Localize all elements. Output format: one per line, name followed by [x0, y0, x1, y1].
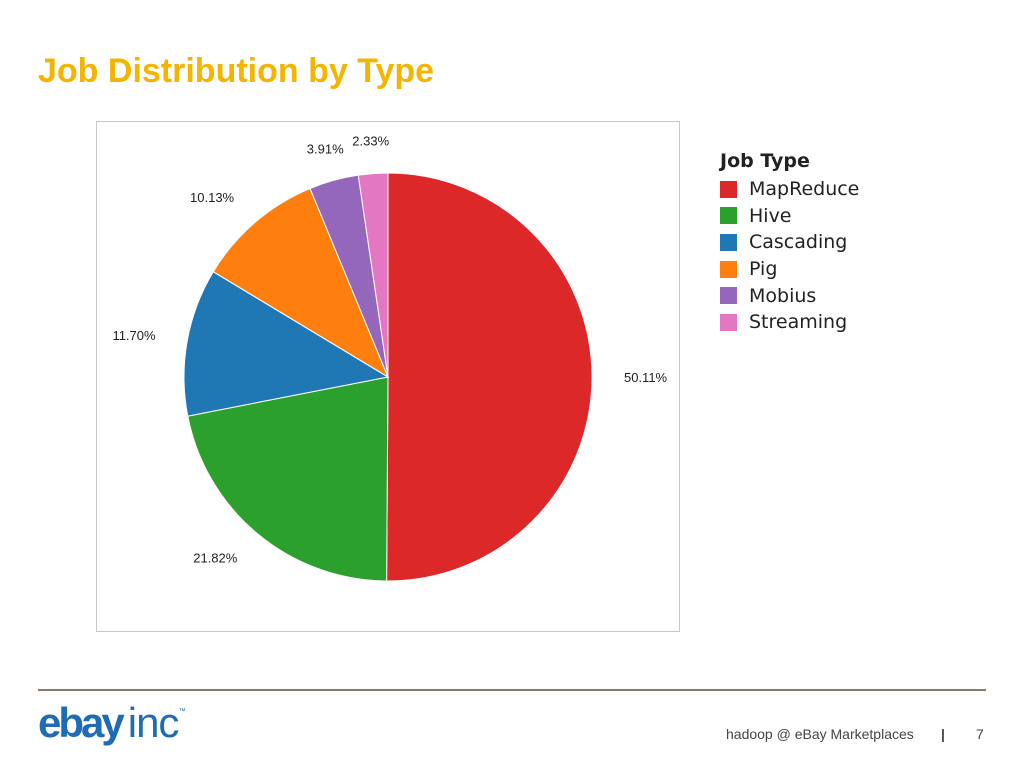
legend-item-mapreduce: MapReduce	[720, 176, 859, 203]
legend-item-streaming: Streaming	[720, 309, 859, 336]
legend-item-pig: Pig	[720, 256, 859, 283]
legend-label: Cascading	[749, 231, 848, 254]
pie-slice-hive	[187, 376, 389, 582]
legend-swatch	[720, 207, 737, 225]
slice-label-mobius: 3.91%	[307, 142, 344, 157]
pie-slice-cascading	[183, 271, 390, 417]
legend-label: Mobius	[749, 284, 817, 307]
legend-swatch	[720, 233, 737, 251]
slide-title: Job Distribution by Type	[38, 52, 435, 90]
legend-label: Hive	[749, 204, 792, 227]
logo-trademark: ™	[178, 708, 186, 715]
logo-ebay-text: ebay	[38, 699, 125, 746]
slice-label-streaming: 2.33%	[352, 134, 389, 149]
slice-label-mapreduce: 50.11%	[624, 370, 668, 385]
pie-slice-pig	[212, 187, 390, 379]
legend-label: Streaming	[749, 311, 848, 334]
slice-label-cascading: 11.70%	[112, 328, 156, 343]
pie-slice-streaming	[357, 172, 389, 378]
logo-inc-text: inc	[127, 699, 180, 746]
footer-text: hadoop @ eBay Marketplaces	[726, 726, 914, 742]
pie-slice-mapreduce	[386, 172, 593, 582]
legend: Job Type MapReduce Hive Cascading Pig Mobius…	[720, 150, 859, 336]
pie-slices	[183, 172, 593, 582]
legend-label: Pig	[749, 258, 778, 281]
ebay-inc-logo: ebay inc™	[38, 702, 185, 744]
slice-label-hive: 21.82%	[193, 551, 238, 566]
legend-item-cascading: Cascading	[720, 229, 859, 256]
legend-item-hive: Hive	[720, 203, 859, 230]
legend-swatch	[720, 180, 737, 198]
legend-swatch	[720, 313, 737, 331]
legend-label: MapReduce	[749, 178, 860, 201]
legend-item-mobius: Mobius	[720, 282, 859, 309]
pie-labels: 50.11% 21.82% 11.70% 10.13% 3.91% 2.33%	[112, 134, 667, 566]
legend-swatch	[720, 260, 737, 278]
slice-label-pig: 10.13%	[190, 190, 235, 205]
legend-title: Job Type	[720, 150, 810, 172]
footer-separator: |	[941, 726, 945, 742]
legend-items: MapReduce Hive Cascading Pig Mobius Streaming	[720, 176, 859, 336]
legend-swatch	[720, 287, 737, 305]
footer-divider	[38, 689, 986, 691]
page-number: 7	[976, 726, 984, 742]
pie-chart: 50.11% 21.82% 11.70% 10.13% 3.91% 2.33%	[112, 134, 668, 582]
